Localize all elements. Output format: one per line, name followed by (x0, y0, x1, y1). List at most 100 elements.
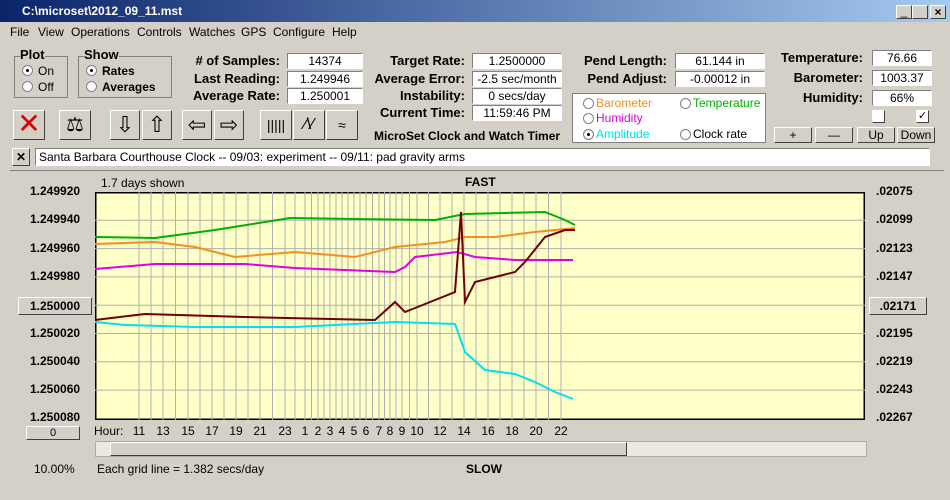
minimize[interactable]: _ (896, 5, 912, 19)
field-value[interactable]: -2.5 sec/month (472, 71, 562, 87)
field-label: Average Rate: (193, 88, 280, 103)
app-name: MicroSet Clock and Watch Timer (374, 129, 561, 143)
menu-item[interactable]: Controls (137, 25, 182, 39)
hour-label: 22 (554, 424, 568, 438)
left-label: 1.250020 (30, 325, 81, 340)
menu-item[interactable]: GPS (241, 25, 267, 39)
hour-label: 9 (398, 424, 406, 438)
field-value[interactable]: -0.00012 in (675, 71, 765, 87)
temperature-trace (95, 210, 576, 240)
field-value[interactable]: 11:59:46 PM (472, 105, 562, 121)
right-label: .02123 (876, 240, 913, 255)
humidity-trace (95, 250, 573, 274)
menu-item[interactable]: Configure (273, 25, 326, 39)
show-group (78, 56, 172, 98)
field-label: Pend Adjust: (587, 71, 667, 86)
percent: 10.00% (34, 462, 75, 476)
balance-button[interactable]: ⚖ (59, 110, 91, 140)
adjust-button[interactable]: + (774, 127, 812, 143)
center-button[interactable]: 1.250000 (18, 297, 92, 316)
field-label: Current Time: (380, 105, 465, 120)
show-label: Show (84, 47, 119, 62)
hour-label: 1 (301, 424, 309, 438)
adjust-button[interactable]: — (815, 127, 853, 143)
menu-item[interactable]: Operations (71, 25, 130, 39)
field-label: Target Rate: (390, 53, 465, 68)
amplitude-trace (95, 320, 574, 400)
radio[interactable]: On (22, 64, 54, 78)
field-label: Instability: (399, 88, 465, 103)
right-label: .02243 (876, 382, 913, 397)
field-value[interactable]: 14374 (287, 53, 363, 69)
field-value[interactable]: 1003.37 (872, 70, 932, 86)
trace-radio[interactable] (680, 129, 691, 140)
field-value[interactable]: 0 secs/day (472, 88, 562, 104)
field-value[interactable]: 1.249946 (287, 71, 363, 87)
menu-item[interactable]: Help (332, 25, 357, 39)
adjust-button[interactable]: Down (897, 127, 935, 143)
hour-label: 2 (314, 424, 322, 438)
hour-label: 14 (457, 424, 471, 438)
down-button[interactable]: ⇩ (110, 110, 140, 140)
trace-radio[interactable] (680, 98, 691, 109)
zoom-button[interactable]: 0 (26, 426, 80, 440)
field-value[interactable]: 61.144 in (675, 53, 765, 69)
field-label: Average Error: (374, 71, 465, 86)
menu-item[interactable]: File (10, 25, 30, 39)
hour-label: 18 (505, 424, 519, 438)
field-label: Humidity: (803, 90, 863, 105)
field-value[interactable]: 1.2500000 (472, 53, 562, 69)
stop-button[interactable]: ✕ (13, 110, 45, 140)
left-label: 1.249980 (30, 268, 81, 283)
field-value[interactable]: 76.66 (872, 50, 932, 66)
close[interactable]: × (930, 5, 946, 19)
adjust-button[interactable]: Up (857, 127, 895, 143)
checkbox[interactable]: ✓ (916, 110, 929, 123)
clear-notes[interactable]: ✕ (12, 148, 30, 166)
maximize[interactable] (912, 5, 928, 19)
hour-label: 7 (375, 424, 383, 438)
right-label: .02147 (876, 268, 913, 283)
right-button[interactable]: ⇨ (214, 110, 244, 140)
fast-label: FAST (465, 175, 496, 189)
checkbox[interactable] (872, 110, 885, 123)
wave-button[interactable]: ≈ (326, 110, 358, 140)
hour-label: 5 (350, 424, 358, 438)
span: 1.7 days shown (101, 176, 185, 190)
hour-label: 6 (362, 424, 370, 438)
notes[interactable]: Santa Barbara Courthouse Clock -- 09/03:… (35, 148, 930, 166)
radio-label: On (38, 64, 55, 78)
left-label: 1.249960 (30, 240, 81, 255)
clock-rate-trace (95, 211, 575, 322)
plot-label: Plot (20, 47, 45, 62)
trace-radio[interactable] (583, 113, 594, 124)
radio[interactable]: Averages (86, 80, 156, 94)
radio[interactable]: Rates (86, 64, 135, 78)
center-button[interactable]: .02171 (869, 297, 927, 316)
hour-label: 19 (229, 424, 243, 438)
bars-button[interactable]: ||||| (260, 110, 292, 140)
menu-item[interactable]: View (38, 25, 64, 39)
line-button[interactable]: ⁄\⁄ (293, 110, 325, 140)
hour-label: 10 (410, 424, 424, 438)
field-label: Barometer: (793, 70, 863, 85)
field-value[interactable]: 66% (872, 90, 932, 106)
window-title: C:\microset\2012_09_11.mst (22, 4, 183, 18)
trace-radio[interactable] (583, 129, 594, 140)
hour-label: 4 (338, 424, 346, 438)
hour-label: 17 (205, 424, 219, 438)
field-label: Pend Length: (583, 53, 667, 68)
scroll-thumb[interactable] (110, 442, 627, 456)
trace-radio[interactable] (583, 98, 594, 109)
field-value[interactable]: 1.250001 (287, 88, 363, 104)
trace-box (572, 93, 766, 143)
menu-item[interactable]: Watches (189, 25, 236, 39)
left-label: 1.249920 (30, 184, 81, 198)
traces-lines (95, 210, 576, 400)
left-button[interactable]: ⇦ (182, 110, 212, 140)
up-button[interactable]: ⇧ (142, 110, 172, 140)
radio[interactable]: Off (22, 80, 54, 94)
radio-label: Averages (102, 80, 156, 94)
hour-label: 15 (181, 424, 195, 438)
